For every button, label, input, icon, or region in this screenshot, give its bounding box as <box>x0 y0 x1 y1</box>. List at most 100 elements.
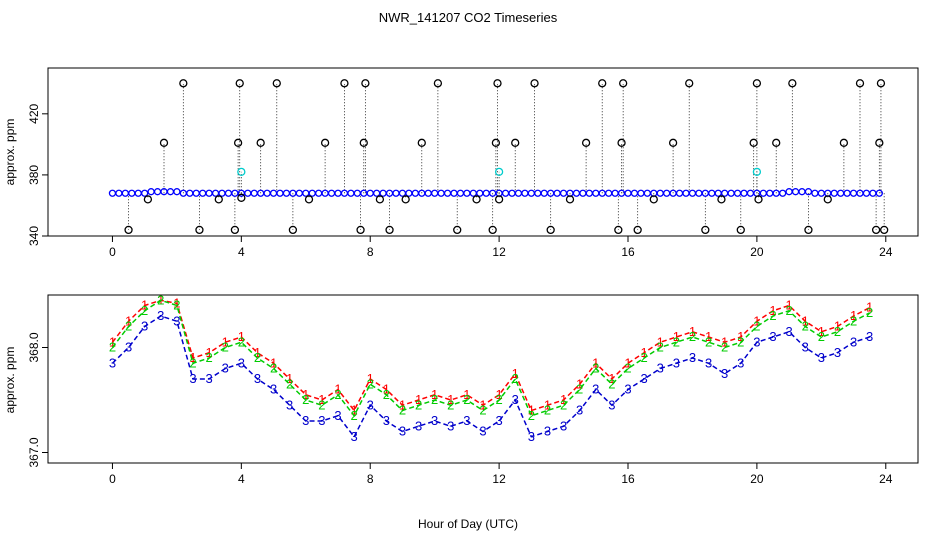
baseline-point <box>553 189 561 197</box>
series-2-marker: 2 <box>850 313 857 328</box>
baseline-point <box>392 189 400 197</box>
series-1-marker: 1 <box>528 403 535 418</box>
series-3-marker: 3 <box>640 371 647 386</box>
baseline-point <box>456 189 465 197</box>
outliers-point <box>754 195 763 204</box>
baseline-point <box>514 189 523 197</box>
outliers-point <box>633 225 642 235</box>
baseline-point <box>276 189 284 197</box>
baseline-point <box>695 189 703 197</box>
baseline-point <box>605 189 613 197</box>
series-2-marker: 2 <box>125 319 132 334</box>
baseline-point <box>218 189 226 197</box>
series-1-marker: 1 <box>399 397 406 412</box>
baseline-point <box>656 189 664 197</box>
baseline-point <box>559 189 568 197</box>
baseline-point <box>837 189 845 197</box>
baseline-point <box>637 189 645 197</box>
baseline-point <box>250 189 258 197</box>
series-3-marker: 3 <box>415 418 422 433</box>
series-2-marker: 2 <box>866 305 873 320</box>
outliers-point <box>619 79 628 88</box>
outliers-point <box>880 225 889 235</box>
series-2-marker: 2 <box>737 334 744 349</box>
series-2-marker: 2 <box>802 319 809 334</box>
top-y-tick-label: 420 <box>27 103 41 123</box>
top-panel: approx. ppm 0 4 8 12 16 20 24 340 380 420 <box>3 67 919 259</box>
top-x-tick-label: 4 <box>238 245 245 259</box>
series-2-marker: 2 <box>657 340 664 355</box>
baseline-point <box>534 189 542 197</box>
series-2-marker: 2 <box>318 397 325 412</box>
series-2-marker: 2 <box>528 408 535 423</box>
series-3-marker: 3 <box>818 350 825 365</box>
outliers-point <box>788 79 797 88</box>
series-2-marker: 2 <box>769 308 776 323</box>
series-3-marker: 3 <box>205 371 212 386</box>
outliers-point <box>385 225 394 235</box>
series-3-line <box>111 315 870 439</box>
series-1-marker: 1 <box>254 345 261 360</box>
series-2-marker: 2 <box>141 303 148 318</box>
series-1-marker: 1 <box>189 350 196 365</box>
series-3-marker: 3 <box>753 334 760 349</box>
series-1-marker: 1 <box>495 387 502 402</box>
series-2-marker: 2 <box>512 371 519 386</box>
baseline-point <box>643 189 651 197</box>
outliers-point <box>401 195 410 204</box>
series-3-marker: 3 <box>270 382 277 397</box>
series-1-marker: 1 <box>286 371 293 386</box>
baseline-point <box>347 189 355 197</box>
baseline-point <box>411 189 419 197</box>
outliers-point <box>340 79 349 88</box>
baseline-point <box>521 189 529 197</box>
top-x-tick-label: 8 <box>367 245 374 259</box>
series-1-marker: 1 <box>222 334 229 349</box>
series-3-marker: 3 <box>431 413 438 428</box>
outliers-point <box>143 195 153 204</box>
series-2-marker: 2 <box>560 397 567 412</box>
baseline-point <box>166 188 175 196</box>
series-3-marker: 3 <box>624 382 631 397</box>
series-3-marker: 3 <box>173 313 180 328</box>
series-1-marker: 1 <box>834 319 841 334</box>
baseline-point <box>875 189 883 197</box>
baseline-point <box>153 188 162 196</box>
series-3-marker: 3 <box>286 397 293 412</box>
top-y-axis-label: approx. ppm <box>3 119 17 186</box>
baseline-point <box>592 189 600 197</box>
series-3-marker: 3 <box>463 413 470 428</box>
outliers-point <box>214 195 223 204</box>
series-3-marker: 3 <box>576 403 583 418</box>
series-3-marker: 3 <box>350 429 357 444</box>
flagged-point <box>752 167 762 177</box>
series-1-line <box>111 299 871 412</box>
series-3-marker: 3 <box>222 361 229 376</box>
series-2-marker: 2 <box>495 392 502 407</box>
series-3-marker: 3 <box>592 382 599 397</box>
series-2-marker: 2 <box>270 361 277 376</box>
outliers-point <box>804 225 813 235</box>
outliers-point <box>717 195 726 204</box>
series-1-marker: 1 <box>479 397 486 412</box>
baseline-point <box>476 189 484 197</box>
outliers-point <box>195 225 204 235</box>
series-1-marker: 1 <box>640 345 647 360</box>
baseline-point <box>469 189 477 197</box>
series-1-marker: 1 <box>544 397 551 412</box>
baseline-point <box>791 188 800 196</box>
baseline-point <box>199 189 207 197</box>
series-1-marker: 1 <box>721 334 728 349</box>
series-3-marker: 3 <box>479 424 486 439</box>
outliers-point <box>359 138 368 147</box>
series-3-marker: 3 <box>141 319 148 334</box>
outliers-point <box>701 225 710 235</box>
outliers-point <box>491 138 501 147</box>
series-1-marker: 1 <box>383 382 390 397</box>
baseline-point <box>843 189 851 197</box>
outliers-point <box>472 195 481 204</box>
x-axis-label: Hour of Day (UTC) <box>418 517 518 531</box>
series-1-marker: 1 <box>415 392 422 407</box>
series-1-marker: 1 <box>818 324 825 339</box>
